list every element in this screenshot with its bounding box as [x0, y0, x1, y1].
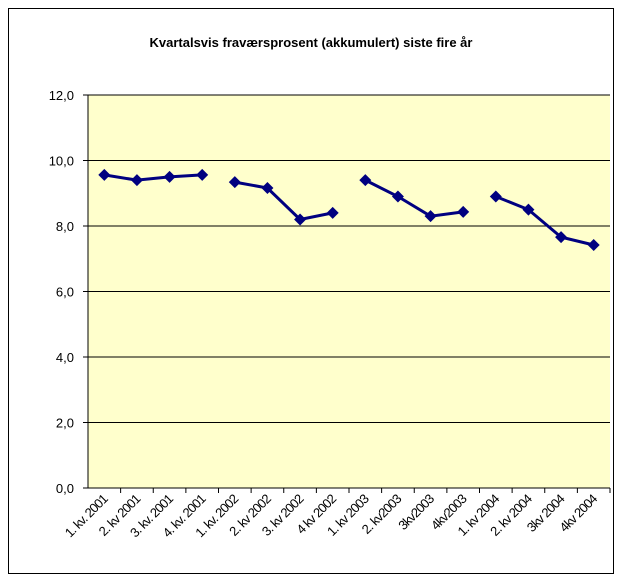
- data-point: [228, 176, 241, 189]
- y-tick-label: 2,0: [56, 416, 74, 431]
- y-tick-label: 0,0: [56, 481, 74, 496]
- data-point: [587, 238, 600, 251]
- series-line: [495, 195, 595, 247]
- data-point: [261, 182, 274, 195]
- y-tick-label: 12,0: [49, 88, 74, 103]
- series-line: [104, 173, 203, 182]
- data-point: [522, 203, 535, 216]
- data-point: [424, 210, 437, 223]
- data-point: [359, 174, 372, 187]
- series-line: [234, 180, 333, 222]
- data-point: [457, 205, 470, 218]
- data-point: [489, 190, 502, 203]
- y-tick-label: 8,0: [56, 219, 74, 234]
- data-point: [98, 168, 111, 181]
- chart-title: Kvartalsvis fraværsprosent (akkumulert) …: [150, 35, 473, 50]
- data-point: [196, 168, 209, 181]
- y-tick-label: 10,0: [49, 154, 74, 169]
- y-tick-label: 4,0: [56, 350, 74, 365]
- data-point: [130, 174, 143, 187]
- series-line: [364, 178, 464, 218]
- data-point: [555, 231, 568, 244]
- data-point: [391, 190, 404, 203]
- data-point: [326, 206, 339, 219]
- y-tick-label: 6,0: [56, 285, 74, 300]
- data-point: [163, 170, 176, 183]
- data-point: [294, 213, 307, 226]
